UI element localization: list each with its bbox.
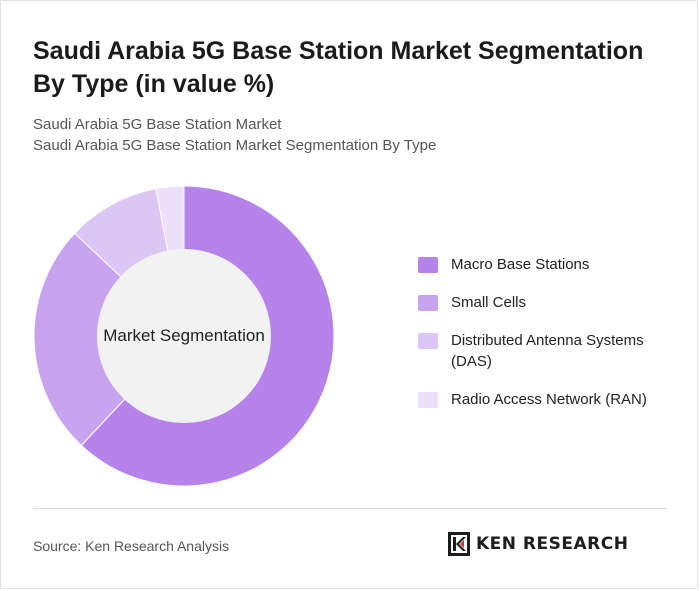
- ken-research-logo: KEN RESEARCH: [448, 532, 628, 556]
- legend-swatch-2: [418, 295, 438, 311]
- source-note: Source: Ken Research Analysis: [33, 538, 230, 554]
- legend-swatch-3: [418, 333, 438, 349]
- legend-item-2: Small Cells: [418, 292, 678, 313]
- footer-divider: [33, 508, 667, 509]
- legend-label-3: Distributed Antenna Systems (DAS): [451, 332, 644, 370]
- subtitle-line-2: Saudi Arabia 5G Base Station Market Segm…: [33, 137, 437, 154]
- legend-label-2: Small Cells: [451, 294, 527, 311]
- donut-chart: Market Segmentation: [33, 185, 335, 487]
- legend-item-4: Radio Access Network (RAN): [418, 389, 678, 410]
- legend-item-3: Distributed Antenna Systems (DAS): [418, 330, 678, 372]
- ken-research-logo-icon: [448, 532, 470, 556]
- legend-swatch-4: [418, 392, 438, 408]
- legend-item-1: Macro Base Stations: [418, 254, 678, 275]
- legend-label-1: Macro Base Stations: [451, 256, 590, 273]
- subtitle-line-1: Saudi Arabia 5G Base Station Market: [33, 116, 282, 133]
- legend-label-4: Radio Access Network (RAN): [451, 391, 647, 408]
- donut-center-label: Market Segmentation: [103, 326, 265, 345]
- ken-research-logo-text: KEN RESEARCH: [476, 534, 629, 554]
- donut-hole: [97, 249, 271, 423]
- chart-legend: Macro Base Stations Small Cells Distribute…: [418, 254, 678, 427]
- chart-title: Saudi Arabia 5G Base Station Market Segm…: [33, 37, 644, 98]
- chart-subtitle: Saudi Arabia 5G Base Station Market Saud…: [33, 114, 673, 156]
- legend-swatch-1: [418, 257, 438, 273]
